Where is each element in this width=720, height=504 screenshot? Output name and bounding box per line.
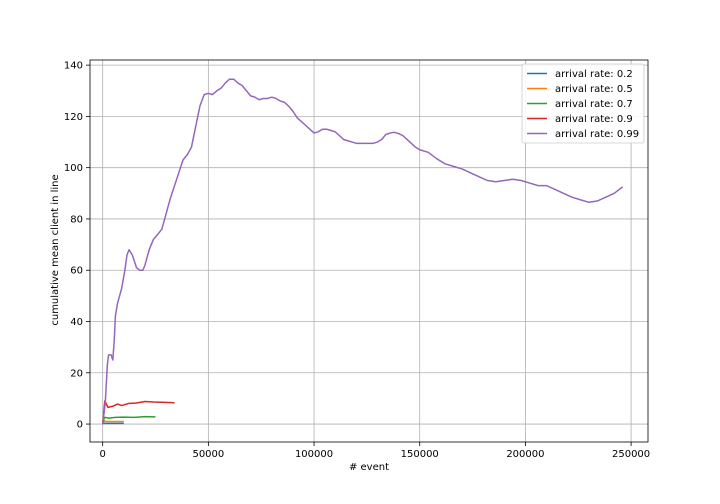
y-axis-ticks: 0 20 40 60 80 100 120 140 [64,61,90,431]
y-tick-label: 0 [77,420,83,431]
x-axis-label: # event [349,462,389,473]
legend-label-1: arrival rate: 0.5 [555,84,633,95]
series-line-4 [101,78,624,425]
x-tick-label: 100000 [295,449,333,460]
x-tick-label: 150000 [401,449,439,460]
x-tick-label: 50000 [192,449,224,460]
legend-box [521,63,645,144]
legend-label-0: arrival rate: 0.2 [555,69,633,80]
legend-label-4: arrival rate: 0.99 [555,129,639,140]
legend-items: arrival rate: 0.2 arrival rate: 0.5 arriva… [527,69,639,140]
legend-label-2: arrival rate: 0.7 [555,99,633,110]
x-tick-label: 250000 [612,449,650,460]
y-tick-label: 80 [70,214,83,225]
legend-label-3: arrival rate: 0.9 [555,114,633,125]
x-tick-label: 0 [99,449,105,460]
y-tick-label: 20 [70,368,83,379]
y-tick-label: 60 [70,266,83,277]
x-tick-label: 200000 [506,449,544,460]
legend: arrival rate: 0.2 arrival rate: 0.5 arriva… [521,63,645,144]
grid-layer [90,60,648,442]
y-tick-label: 140 [64,61,83,72]
series-line-3 [101,400,175,425]
series-layer [101,78,624,425]
series-line-2 [101,415,156,425]
y-tick-label: 40 [70,317,83,328]
plot-area-frame [89,59,649,443]
y-tick-label: 120 [64,112,83,123]
series-line-0 [102,422,124,425]
y-tick-label: 100 [64,163,83,174]
x-axis-ticks: 0 50000 100000 150000 200000 250000 [99,442,650,460]
y-axis-label: cumulative mean client in line [50,174,61,325]
